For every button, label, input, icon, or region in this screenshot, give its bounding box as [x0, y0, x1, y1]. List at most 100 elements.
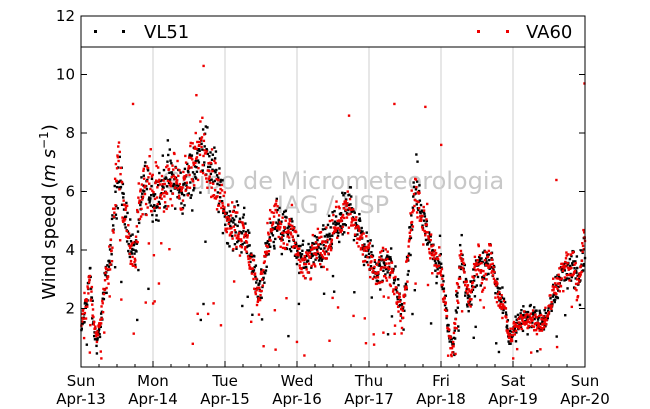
data-point	[517, 317, 520, 321]
data-point	[248, 255, 252, 258]
data-point	[489, 263, 492, 266]
data-point	[113, 177, 117, 181]
data-point	[115, 167, 119, 170]
data-point	[236, 224, 239, 228]
data-point	[146, 180, 149, 183]
data-point	[414, 192, 417, 195]
data-point	[432, 254, 436, 257]
data-point	[89, 287, 93, 290]
data-point	[136, 318, 139, 322]
data-point	[313, 263, 316, 266]
data-point	[282, 242, 285, 245]
data-point	[550, 307, 553, 311]
data-point	[396, 297, 399, 301]
data-point	[350, 224, 353, 227]
data-point	[274, 202, 278, 205]
data-point	[466, 296, 470, 300]
data-point	[112, 231, 115, 234]
data-point	[576, 295, 580, 298]
data-point	[279, 222, 283, 226]
data-point	[576, 266, 579, 270]
data-point	[178, 188, 182, 191]
data-point	[346, 231, 350, 235]
data-point	[244, 246, 247, 249]
data-point	[278, 221, 282, 224]
data-point	[190, 178, 194, 181]
x-tick-label-dow: Fri	[432, 372, 450, 390]
data-point	[379, 288, 382, 291]
data-point	[545, 323, 548, 326]
data-point	[258, 298, 262, 302]
data-point	[415, 185, 418, 189]
data-point	[304, 258, 307, 261]
data-point	[119, 166, 123, 170]
data-point	[370, 296, 373, 299]
data-point	[567, 273, 571, 276]
data-point	[191, 142, 194, 145]
data-point	[289, 231, 292, 234]
data-point	[164, 190, 168, 194]
data-point	[315, 256, 318, 260]
data-point	[360, 226, 363, 230]
data-point	[425, 218, 428, 221]
data-point	[310, 244, 314, 247]
data-point	[430, 245, 433, 248]
data-point	[453, 329, 456, 332]
data-point	[132, 243, 136, 246]
data-point	[90, 290, 93, 293]
data-point	[541, 320, 544, 323]
data-point	[266, 245, 270, 248]
data-point	[341, 215, 344, 219]
data-point	[349, 203, 352, 206]
data-point	[537, 323, 541, 326]
data-point	[319, 247, 323, 250]
data-point	[204, 125, 208, 128]
data-point	[180, 192, 184, 196]
data-point	[548, 304, 552, 307]
data-point	[295, 340, 299, 344]
data-point	[318, 236, 321, 239]
data-point	[378, 264, 382, 267]
data-point	[378, 262, 381, 265]
data-point	[276, 208, 279, 212]
data-point	[262, 345, 265, 348]
data-point	[86, 305, 89, 308]
data-point	[248, 263, 251, 267]
data-point	[213, 179, 216, 183]
data-point	[266, 240, 270, 243]
data-point	[141, 213, 144, 216]
data-point	[458, 266, 461, 269]
data-point	[326, 238, 329, 242]
data-point	[148, 182, 151, 185]
data-point	[263, 281, 266, 284]
data-point	[303, 263, 306, 266]
data-point	[373, 259, 377, 262]
data-point	[289, 249, 293, 253]
data-point	[277, 218, 280, 222]
data-point	[408, 238, 411, 242]
data-point	[197, 166, 200, 170]
data-point	[86, 303, 89, 307]
data-point	[392, 281, 396, 285]
data-point	[425, 219, 429, 223]
data-point	[574, 287, 577, 290]
data-point	[381, 266, 384, 269]
data-point	[166, 179, 170, 183]
data-point	[97, 324, 100, 327]
data-point	[465, 303, 469, 306]
data-point	[354, 227, 357, 230]
data-point	[144, 161, 147, 164]
data-point	[89, 266, 92, 270]
x-tick-label-date: Apr-20	[560, 390, 610, 408]
data-point	[92, 320, 96, 324]
data-point	[221, 179, 224, 182]
data-point	[245, 251, 249, 255]
data-point	[143, 186, 146, 189]
data-point	[487, 266, 490, 269]
data-point	[134, 259, 137, 262]
data-point	[220, 189, 224, 192]
data-point	[180, 202, 183, 205]
data-point	[475, 284, 479, 287]
data-point	[546, 309, 550, 313]
data-point	[298, 252, 302, 255]
